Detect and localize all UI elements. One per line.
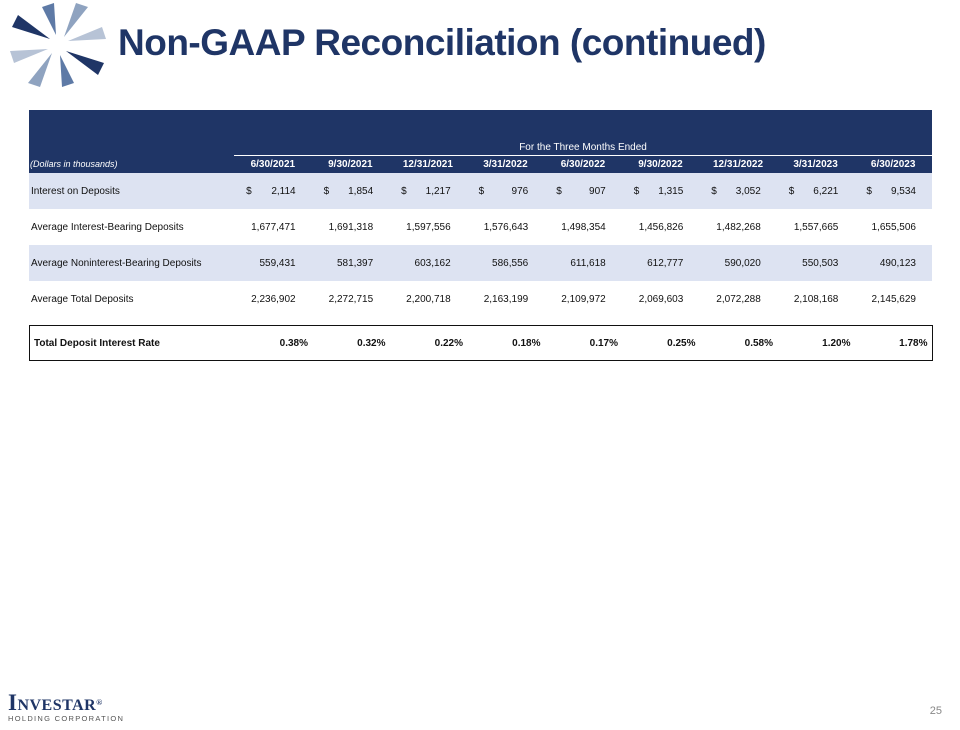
- currency-symbol: $: [633, 185, 640, 197]
- table-cell: $1,315: [621, 173, 700, 209]
- table-cell: 2,072,288: [716, 293, 761, 305]
- table-cell: 1,456,826: [638, 221, 684, 233]
- currency-symbol: $: [556, 185, 562, 197]
- total-row: Total Deposit Interest Rate 0.38% 0.32% …: [30, 326, 933, 361]
- table-row: Interest on Deposits $2,114 $1,854 $1,21…: [29, 173, 932, 209]
- table-cell: 0.18%: [512, 337, 541, 349]
- table-cell: $976: [466, 173, 545, 209]
- table-cell: 1.20%: [822, 337, 851, 349]
- table-cell: 586,556: [466, 245, 545, 281]
- currency-symbol: $: [401, 185, 407, 197]
- table-cell: 2,108,168: [793, 293, 839, 305]
- cell-value: 1,217: [425, 185, 451, 197]
- table-cell: 1,677,471: [251, 221, 296, 233]
- row-label: Average Total Deposits: [31, 293, 134, 305]
- unit-label: (Dollars in thousands): [29, 155, 235, 173]
- table-cell: 1,576,643: [483, 221, 529, 233]
- table-cell: 559,431: [234, 245, 312, 281]
- slide-title: Non-GAAP Reconciliation (continued): [118, 22, 766, 63]
- table-cell: 2,163,199: [483, 293, 529, 305]
- table-cell: 1,691,318: [328, 221, 374, 233]
- column-header: 12/31/2021: [389, 155, 467, 173]
- table-row: Average Noninterest-Bearing Deposits 559…: [29, 245, 932, 281]
- table-cell: 1.78%: [899, 337, 928, 349]
- table-cell: 490,123: [854, 245, 932, 281]
- table-cell: 2,236,902: [251, 293, 296, 305]
- column-header: 9/30/2022: [621, 155, 700, 173]
- table-cell: 550,503: [776, 245, 855, 281]
- table-cell: 1,482,268: [716, 221, 761, 233]
- row-label: Total Deposit Interest Rate: [34, 337, 160, 349]
- table-cell: 590,020: [699, 245, 777, 281]
- currency-symbol: $: [323, 185, 330, 197]
- table-cell: $3,052: [699, 173, 777, 209]
- page-number: 25: [929, 705, 942, 717]
- period-group-header: For the Three Months Ended: [234, 140, 932, 156]
- table-row: Average Total Deposits 2,236,902 2,272,7…: [29, 281, 932, 317]
- company-emblem-icon: [10, 3, 106, 87]
- table-cell: 2,200,718: [406, 293, 451, 305]
- cell-value: 1,315: [658, 185, 684, 197]
- table-cell: 0.17%: [589, 337, 618, 349]
- registered-mark: ®: [96, 698, 103, 707]
- cell-value: 2,114: [271, 185, 296, 197]
- period-header-row: (Dollars in thousands) 6/30/2021 9/30/20…: [29, 155, 932, 173]
- footer-logo: Investar® HOLDING CORPORATION: [8, 690, 125, 723]
- table-cell: $907: [544, 173, 622, 209]
- table-cell: 1,597,556: [406, 221, 451, 233]
- table-cell: $6,221: [776, 173, 855, 209]
- table-cell: $1,854: [311, 173, 390, 209]
- brand-subtitle: HOLDING CORPORATION: [8, 714, 125, 723]
- row-label: Interest on Deposits: [29, 173, 235, 209]
- data-table: For the Three Months Ended (Dollars in t…: [29, 110, 932, 325]
- table-cell: $2,114: [234, 173, 312, 209]
- currency-symbol: $: [246, 185, 252, 197]
- currency-symbol: $: [788, 185, 795, 197]
- cell-value: 907: [589, 185, 606, 197]
- brand-wordmark: Investar®: [8, 690, 124, 715]
- table-cell: 1,557,665: [793, 221, 839, 233]
- cell-value: 976: [511, 185, 529, 197]
- table-cell: 2,272,715: [328, 293, 374, 305]
- currency-symbol: $: [866, 185, 872, 197]
- column-header: 6/30/2023: [854, 155, 932, 173]
- table-cell: $9,534: [854, 173, 932, 209]
- total-row-table: Total Deposit Interest Rate 0.38% 0.32% …: [29, 325, 933, 361]
- table-cell: 2,069,603: [638, 293, 684, 305]
- table-cell: 0.22%: [434, 337, 463, 349]
- column-header: 9/30/2021: [311, 155, 390, 173]
- table-cell: 1,655,506: [871, 221, 917, 233]
- table-cell: 603,162: [389, 245, 467, 281]
- column-header: 6/30/2022: [544, 155, 622, 173]
- currency-symbol: $: [478, 185, 485, 197]
- table-cell: 611,618: [544, 245, 622, 281]
- table-cell: 581,397: [311, 245, 390, 281]
- table-row: Average Interest-Bearing Deposits 1,677,…: [29, 209, 932, 245]
- currency-symbol: $: [711, 185, 717, 197]
- row-label: Average Interest-Bearing Deposits: [31, 221, 184, 233]
- table-cell: 1,498,354: [561, 221, 606, 233]
- table-cell: 0.32%: [357, 337, 386, 349]
- column-header: 6/30/2021: [234, 155, 312, 173]
- cell-value: 1,854: [348, 185, 374, 197]
- column-header: 12/31/2022: [699, 155, 777, 173]
- table-cell: $1,217: [389, 173, 467, 209]
- cell-value: 6,221: [813, 185, 839, 197]
- column-header: 3/31/2023: [776, 155, 855, 173]
- table-cell: 0.38%: [279, 337, 308, 349]
- cell-value: 9,534: [890, 185, 916, 197]
- table-cell: 0.25%: [667, 337, 696, 349]
- table-cell: 612,777: [621, 245, 700, 281]
- row-label: Average Noninterest-Bearing Deposits: [29, 245, 235, 281]
- column-header: 3/31/2022: [466, 155, 545, 173]
- reconciliation-table: For the Three Months Ended (Dollars in t…: [29, 110, 933, 361]
- table-cell: 2,145,629: [871, 293, 917, 305]
- brand-name: Investar: [8, 690, 97, 715]
- cell-value: 3,052: [735, 185, 761, 197]
- table-cell: 0.58%: [744, 337, 773, 349]
- table-cell: 2,109,972: [561, 293, 606, 305]
